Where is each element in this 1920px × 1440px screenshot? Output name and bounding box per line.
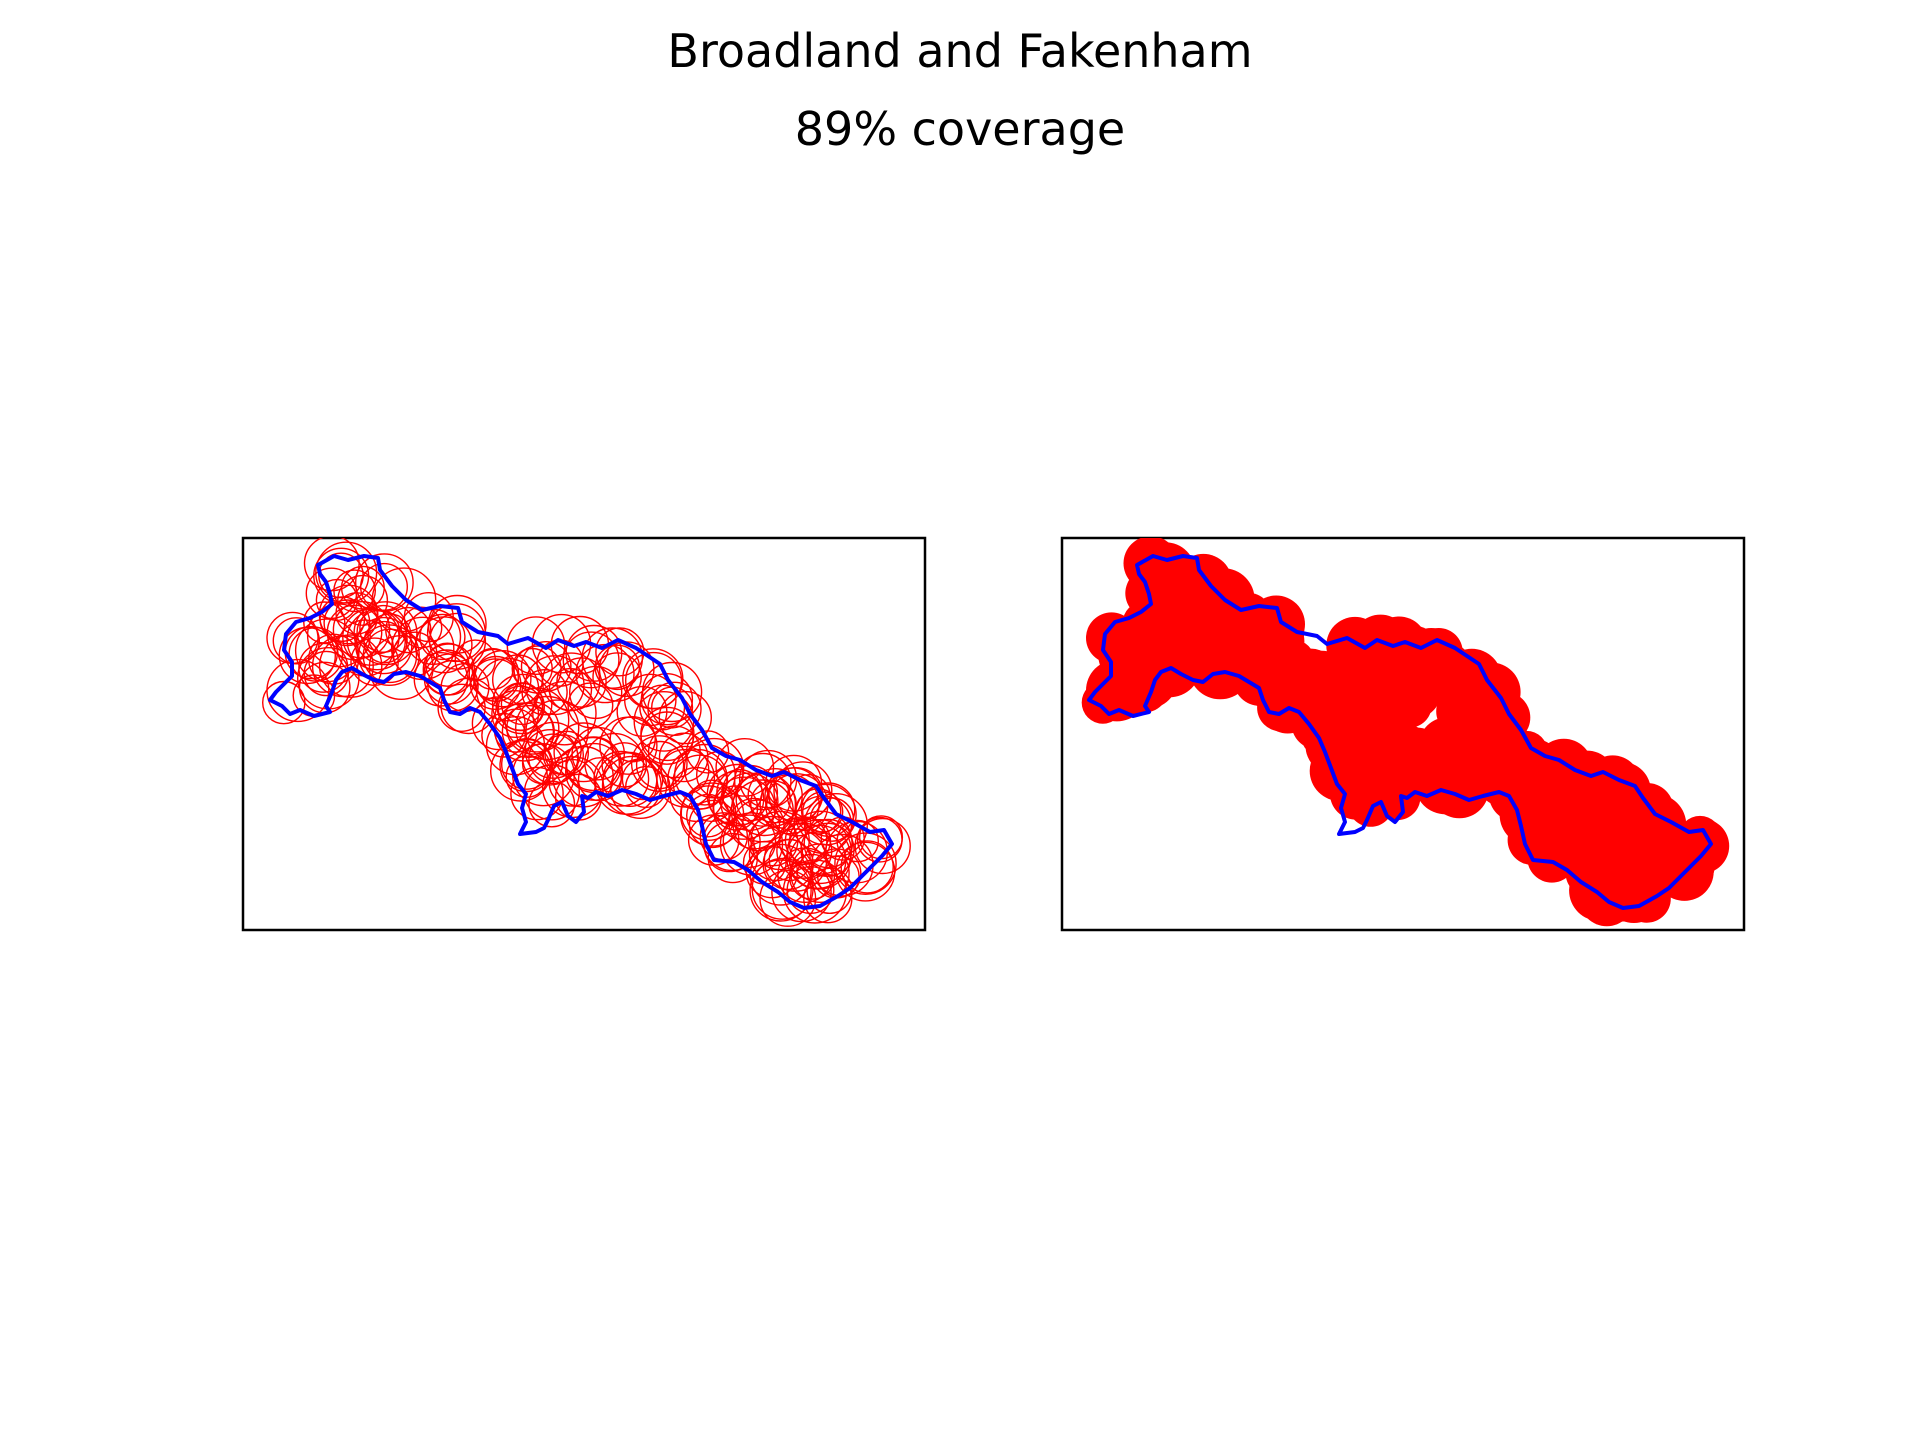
coverage-circle	[630, 735, 688, 792]
coverage-circle	[685, 730, 730, 774]
district-boundary	[1087, 554, 1713, 910]
coverage-circle	[802, 791, 844, 833]
coverage-circle	[840, 840, 894, 894]
coverage-circle	[454, 639, 497, 682]
coverage-circle	[641, 661, 703, 723]
coverage-circle	[350, 637, 399, 687]
coverage-circle	[759, 869, 817, 927]
coverage-circle	[747, 815, 799, 867]
coverage-circle	[506, 701, 560, 755]
coverage-circle	[440, 677, 498, 735]
coverage-circle	[315, 578, 358, 622]
coverage-circle	[722, 814, 777, 869]
coverage-circle	[776, 822, 833, 879]
coverage-circle	[581, 627, 644, 689]
coverage-fill-circle	[1412, 652, 1461, 702]
coverage-circle	[315, 541, 378, 604]
coverage-circle	[565, 736, 620, 792]
coverage-circle	[437, 683, 486, 732]
coverage-fill-circle	[1161, 609, 1218, 666]
coverage-fill-circle	[1532, 777, 1595, 840]
coverage-circle	[368, 635, 434, 701]
coverage-fill-circle	[1565, 846, 1617, 898]
coverage-circle	[658, 690, 712, 745]
coverage-circle	[385, 606, 432, 654]
district-boundary	[268, 554, 894, 910]
coverage-circle	[635, 740, 685, 790]
coverage-area	[1081, 538, 1730, 927]
coverage-circle	[803, 874, 853, 924]
left-map-panel	[241, 536, 927, 932]
coverage-circle	[745, 846, 799, 899]
coverage-circle	[712, 776, 776, 840]
coverage-circle	[481, 712, 526, 758]
coverage-circle	[593, 750, 650, 807]
coverage-circle	[601, 742, 648, 788]
coverage-circle	[521, 669, 568, 716]
coverage-circle	[788, 810, 853, 875]
coverage-circle	[318, 634, 383, 698]
coverage-circle	[836, 819, 880, 863]
coverage-circle	[323, 599, 371, 647]
coverage-circle	[333, 569, 376, 613]
coverage-circle	[763, 828, 828, 892]
coverage-circle	[562, 631, 620, 689]
coverage-circle	[266, 658, 330, 723]
coverage-circle	[749, 859, 812, 922]
coverage-circle	[592, 652, 642, 702]
coverage-circle	[688, 799, 738, 849]
coverage-circle	[548, 758, 597, 807]
coverage-circle	[306, 603, 371, 668]
coverage-circle	[777, 847, 833, 904]
coverage-circle	[355, 616, 413, 675]
coverage-fill-circle	[1134, 542, 1196, 603]
figure-subtitle: 89% coverage	[794, 102, 1126, 156]
coverage-circle	[773, 761, 833, 821]
coverage-fill-circle	[1260, 678, 1316, 734]
right-map-panel	[1060, 536, 1746, 932]
coverage-circle	[542, 734, 584, 776]
coverage-circle	[371, 567, 437, 633]
coverage-circle	[674, 743, 736, 806]
coverage-circle	[834, 832, 897, 896]
coverage-circle	[577, 757, 622, 802]
coverage-circle	[707, 832, 758, 884]
coverage-circle	[520, 641, 572, 692]
coverage-circle	[640, 706, 695, 762]
coverage-circle	[622, 648, 684, 710]
coverage-circle	[616, 685, 668, 737]
coverage-fill-circle	[1351, 614, 1410, 673]
coverage-fill-circle	[1613, 796, 1671, 854]
coverage-circle	[419, 613, 466, 661]
coverage-circle	[415, 616, 473, 674]
coverage-circle	[403, 591, 454, 643]
coverage-fill-circle	[1397, 757, 1441, 801]
coverage-circle	[303, 650, 350, 697]
coverage-circle	[601, 755, 662, 816]
coverage-circle	[528, 780, 576, 828]
coverage-circle	[854, 817, 911, 875]
coverage-circle	[427, 594, 487, 654]
coverage-circle	[342, 608, 400, 666]
coverage-circle	[358, 624, 420, 686]
coverage-circle	[762, 838, 814, 891]
coverage-circle	[765, 754, 823, 812]
coverage-fill-circle	[1444, 766, 1486, 808]
coverage-fill-circle	[1247, 595, 1305, 654]
coverage-circle	[639, 684, 686, 731]
coverage-circle	[750, 780, 797, 827]
coverage-circle	[800, 822, 855, 877]
coverage-circle	[272, 617, 320, 665]
coverage-circle	[609, 716, 656, 763]
coverage-circle	[624, 765, 668, 809]
figure-title: Broadland and Fakenham	[667, 24, 1253, 78]
coverage-circle	[510, 766, 564, 821]
